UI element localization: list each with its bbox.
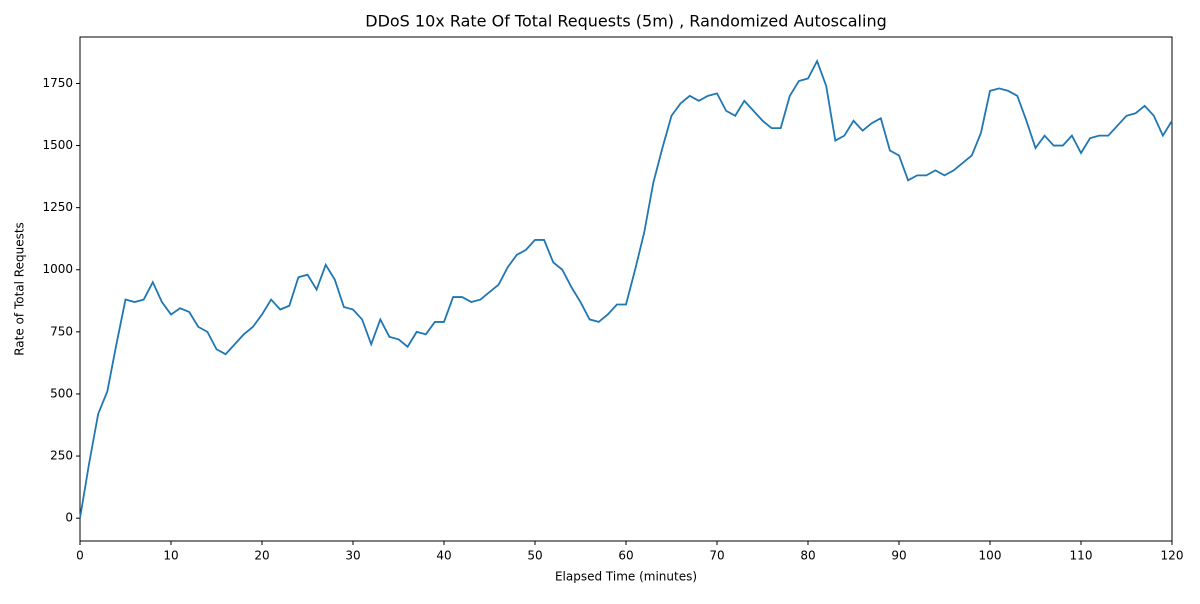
- data-line: [79, 58, 1173, 519]
- x-tick-label: 20: [254, 549, 269, 563]
- x-tick-label: 80: [800, 549, 815, 563]
- x-tick-label: 60: [618, 549, 633, 563]
- y-tick-label: 1500: [42, 138, 73, 152]
- x-tick-label: 110: [1070, 549, 1093, 563]
- chart-title: DDoS 10x Rate Of Total Requests (5m) , R…: [365, 12, 887, 31]
- x-tick-label: 30: [345, 549, 360, 563]
- y-axis-label: Rate of Total Requests: [13, 222, 27, 356]
- y-tick-label: 1250: [42, 200, 73, 214]
- y-tick-label: 500: [50, 386, 73, 400]
- y-tick-label: 0: [65, 511, 73, 525]
- x-tick-label: 100: [979, 549, 1002, 563]
- x-tick-label: 50: [527, 549, 542, 563]
- x-tick-label: 70: [709, 549, 724, 563]
- x-tick-label: 0: [76, 549, 84, 563]
- y-tick-label: 750: [50, 324, 73, 338]
- x-tick-label: 90: [891, 549, 906, 563]
- x-tick-label: 120: [1161, 549, 1184, 563]
- y-tick-label: 250: [50, 449, 73, 463]
- plot-frame: [79, 36, 1173, 542]
- x-tick-label: 40: [436, 549, 451, 563]
- y-tick-label: 1750: [42, 76, 73, 90]
- x-axis-label: Elapsed Time (minutes): [555, 570, 697, 584]
- x-tick-label: 10: [163, 549, 178, 563]
- y-tick-label: 1000: [42, 262, 73, 276]
